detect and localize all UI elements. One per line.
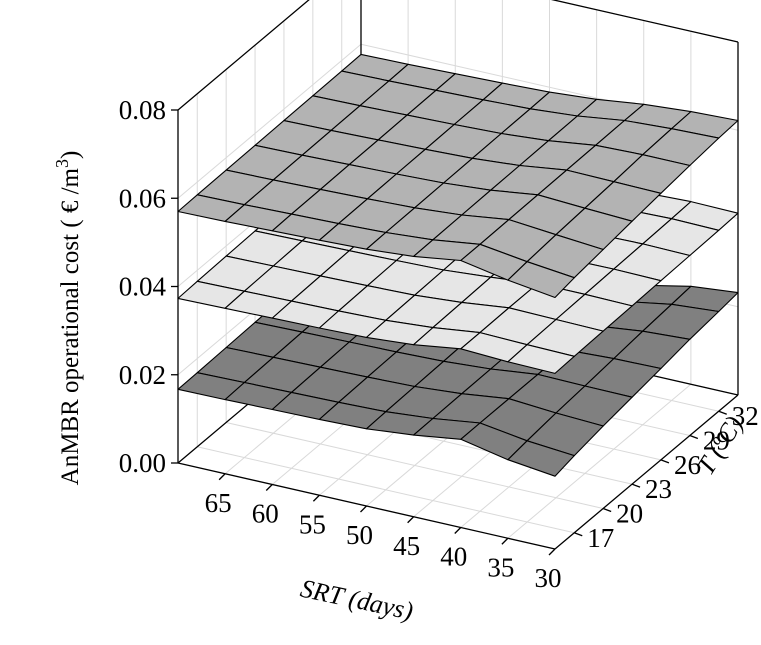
temperature-tick-mark bbox=[660, 459, 670, 464]
srt-tick-mark bbox=[548, 548, 556, 556]
temperature-tick-label: 20 bbox=[616, 498, 643, 528]
temperature-tick-mark bbox=[602, 507, 612, 513]
cost-tick-label: 0.02 bbox=[119, 360, 166, 390]
srt-axis-label: SRT (days) bbox=[298, 574, 416, 626]
srt-tick-label: 60 bbox=[252, 499, 279, 529]
front-floor-edge bbox=[554, 394, 739, 550]
srt-tick-mark bbox=[218, 473, 226, 481]
srt-tick-mark bbox=[265, 484, 273, 491]
floor-gridline bbox=[197, 446, 575, 534]
frame-edge bbox=[550, 0, 739, 43]
temperature-tick-label: 23 bbox=[645, 474, 672, 504]
surface-cell bbox=[507, 440, 575, 477]
temperature-tick-mark bbox=[689, 434, 699, 440]
srt-tick-mark bbox=[501, 537, 509, 545]
cost-surfaces bbox=[177, 53, 739, 477]
srt-tick-mark bbox=[312, 494, 320, 502]
srt-tick-label: 45 bbox=[393, 531, 420, 561]
srt-tick-mark bbox=[454, 527, 462, 534]
cost-surface-0 bbox=[177, 229, 739, 477]
floor-gridline bbox=[226, 421, 604, 509]
srt-axis-ticks: 65 60 55 50 45 40 35 30 bbox=[205, 473, 562, 593]
back-left-gridline bbox=[177, 43, 362, 199]
cost-axis-label: AnMBR operational cost ( € /m3) bbox=[52, 151, 84, 486]
temperature-tick-mark bbox=[718, 410, 727, 415]
cost-axis-ticks: 0.00 0.02 0.04 0.06 0.08 bbox=[119, 95, 178, 478]
srt-tick-label: 50 bbox=[346, 520, 373, 550]
temperature-tick-label: 29 bbox=[703, 426, 730, 456]
srt-tick-label: 40 bbox=[440, 542, 467, 572]
srt-tick-label: 30 bbox=[535, 563, 562, 593]
temperature-tick-label: 17 bbox=[587, 523, 614, 553]
frame-edge bbox=[177, 0, 310, 111]
temperature-tick-mark bbox=[574, 532, 583, 537]
cost-tick-label: 0.06 bbox=[119, 183, 166, 213]
temperature-tick-mark bbox=[631, 483, 641, 488]
cost-tick-label: 0.04 bbox=[119, 272, 167, 302]
srt-tick-label: 35 bbox=[487, 552, 514, 582]
temperature-tick-label: 26 bbox=[674, 450, 701, 480]
cost-tick-label: 0.08 bbox=[119, 95, 166, 125]
temperature-tick-label: 32 bbox=[732, 401, 759, 431]
floor-gridline bbox=[507, 383, 692, 539]
srt-tick-label: 65 bbox=[205, 488, 232, 518]
surface-cell bbox=[507, 344, 575, 374]
cost-surface-2 bbox=[177, 53, 739, 299]
surface-cell bbox=[507, 261, 575, 299]
srt-tick-mark bbox=[360, 505, 367, 513]
srt-tick-label: 55 bbox=[299, 509, 326, 539]
srt-tick-mark bbox=[407, 516, 415, 524]
cost-tick-label: 0.00 bbox=[119, 448, 166, 478]
temperature-axis-label: T (ºC) bbox=[691, 411, 749, 480]
